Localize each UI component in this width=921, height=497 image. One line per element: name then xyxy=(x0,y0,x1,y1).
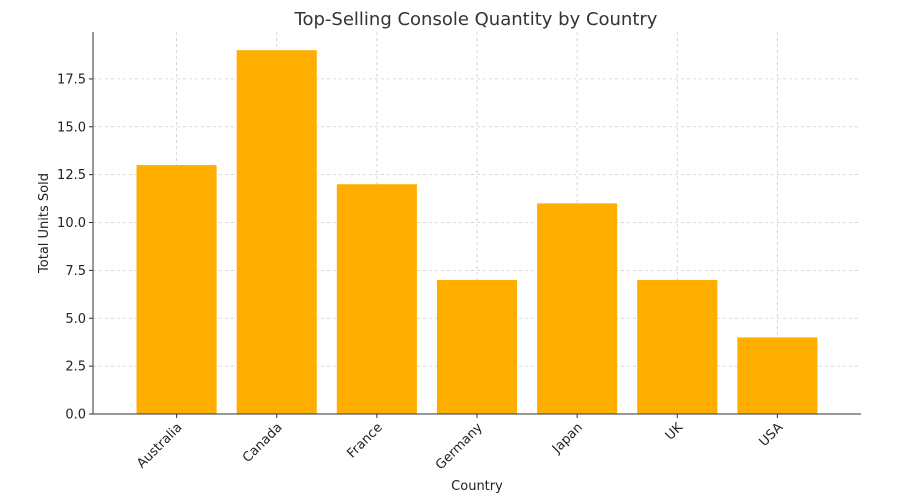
y-tick-label: 12.5 xyxy=(57,168,86,183)
y-tick-label: 10.0 xyxy=(57,216,86,231)
x-tick-label: Germany xyxy=(433,420,486,473)
bar-usa xyxy=(737,337,818,414)
y-tick-label: 7.5 xyxy=(65,264,86,279)
x-tick-label: France xyxy=(345,420,386,461)
bars xyxy=(136,50,818,414)
x-tick-label: Australia xyxy=(134,420,185,471)
y-axis-label: Total Units Sold xyxy=(37,173,52,274)
x-axis-label: Country xyxy=(451,479,503,494)
x-ticks: Australia Canada France Germany Japan UK USA xyxy=(134,414,786,473)
y-tick-label: 5.0 xyxy=(65,312,86,327)
y-tick-label: 0.0 xyxy=(65,408,86,423)
bar-japan xyxy=(537,203,618,414)
bar-france xyxy=(336,184,417,414)
chart-title: Top-Selling Console Quantity by Country xyxy=(294,9,658,30)
bar-uk xyxy=(637,279,718,414)
bar-germany xyxy=(436,279,518,414)
y-tick-label: 17.5 xyxy=(57,72,86,87)
x-tick-label: Canada xyxy=(240,420,286,466)
bar-australia xyxy=(136,165,217,414)
x-tick-label: UK xyxy=(663,420,687,444)
y-tick-label: 15.0 xyxy=(57,120,86,135)
bar-canada xyxy=(236,50,317,414)
x-tick-label: USA xyxy=(757,420,787,450)
y-tick-label: 2.5 xyxy=(65,360,86,375)
x-tick-label: Japan xyxy=(549,420,586,457)
y-ticks: 0.0 2.5 5.0 7.5 10.0 12.5 15.0 17.5 xyxy=(57,72,93,423)
